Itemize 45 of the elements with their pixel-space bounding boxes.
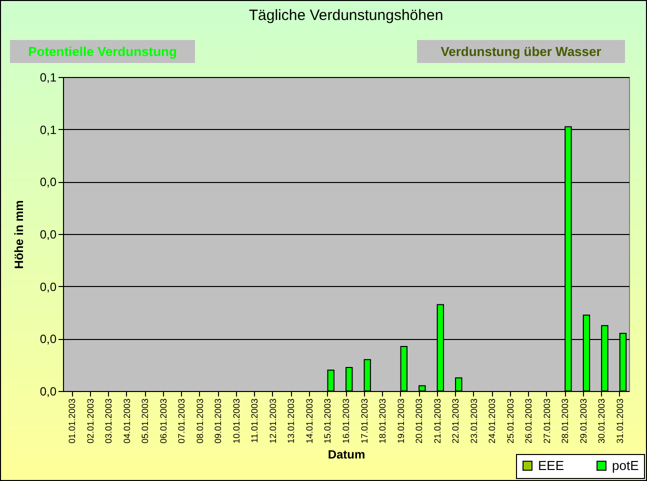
x-tick-label: 17.01.2003 (359, 398, 370, 444)
x-tick-label: 07.01.2003 (176, 398, 187, 444)
x-tick-label: 19.01.2003 (396, 398, 406, 444)
x-tick-label: 14.01.2003 (304, 398, 314, 444)
x-tick-label: 28.01.2003 (560, 398, 570, 444)
x-tick-label: 24.01.2003 (487, 398, 498, 444)
x-tick-label: 03.01.2003 (104, 398, 114, 444)
x-tick-label: 22.01.2003 (450, 398, 461, 444)
y-tick-label: 0,0 (40, 228, 57, 242)
x-tick-label: 27.01.2003 (542, 398, 552, 444)
chart-title: Tägliche Verdunstungshöhen (248, 7, 444, 24)
y-tick-label: 0,0 (40, 332, 57, 346)
x-tick-label: 26.01.2003 (524, 398, 534, 444)
legend-label: EEE (538, 458, 564, 473)
y-axis-title: Höhe in mm (12, 200, 26, 269)
x-tick-label: 02.01.2003 (85, 398, 96, 444)
x-tick-label: 20.01.2003 (414, 398, 424, 444)
y-tick-label: 0,0 (40, 280, 57, 294)
x-tick-label: 21.01.2003 (432, 398, 442, 444)
text: Verdunstung über Wasser (417, 40, 625, 63)
x-tick-label: 18.01.2003 (378, 398, 388, 444)
y-tick-label: 0,1 (40, 122, 57, 137)
x-tick-label: 11.01.2003 (250, 398, 260, 443)
x-tick-label: 23.01.2003 (468, 398, 479, 444)
x-tick-label: 13.01.2003 (286, 398, 296, 444)
x-tick-label: 29.01.2003 (578, 398, 588, 444)
x-tick-label: 04.01.2003 (122, 398, 132, 444)
x-tick-label: 16.01.2003 (341, 398, 351, 444)
x-tick-label: 25.01.2003 (505, 398, 516, 444)
x-tick-label: 30.01.2003 (596, 398, 607, 444)
x-axis-title: Datum (328, 448, 366, 462)
x-tick-label: 01.01.2003 (67, 398, 78, 444)
x-tick-label: 10.01.2003 (231, 398, 242, 444)
y-tick-label: 0,0 (40, 384, 57, 398)
x-tick-label: 31.01.2003 (614, 398, 625, 444)
x-tick-label: 15.01.2003 (322, 398, 333, 444)
y-tick-label: 0,1 (40, 70, 57, 84)
text: Potentielle Verdunstung (10, 40, 195, 63)
x-tick-label: 09.01.2003 (213, 398, 224, 444)
x-tick-label: 05.01.2003 (140, 398, 150, 444)
x-tick-label: 12.01.2003 (268, 398, 278, 444)
legend-label: potE (612, 458, 640, 473)
y-tick-label: 0,0 (40, 175, 57, 190)
x-tick-label: 08.01.2003 (194, 398, 205, 444)
x-tick-label: 06.01.2003 (158, 398, 168, 444)
